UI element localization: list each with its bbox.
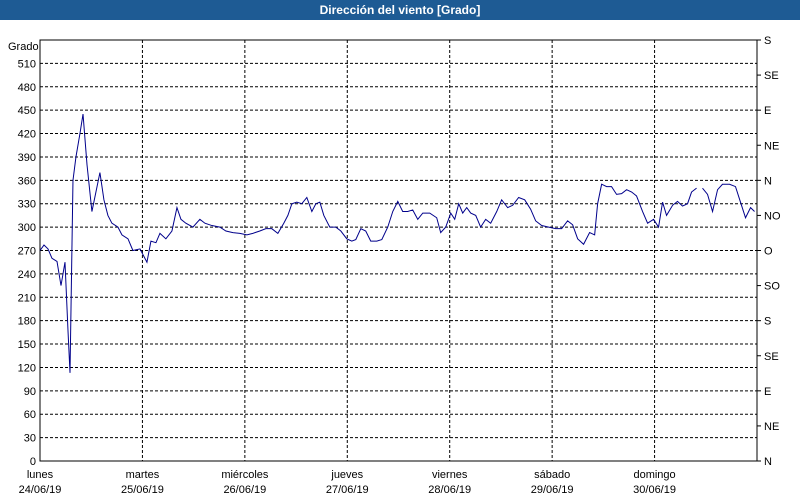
x-tick-date: 25/06/19 <box>121 484 164 496</box>
y2-tick-label: E <box>764 386 771 398</box>
y2-tick-label: S <box>764 35 771 47</box>
x-tick-label: lunes <box>27 469 54 481</box>
y-tick-label: 30 <box>24 433 36 445</box>
y2-tick-label: NO <box>764 210 781 222</box>
chart-title: Dirección del viento [Grado] <box>320 3 481 17</box>
x-tick-label: domingo <box>633 469 675 481</box>
y-tick-label: 360 <box>18 175 36 187</box>
y2-tick-label: SE <box>764 351 779 363</box>
x-tick-date: 29/06/19 <box>531 484 574 496</box>
y-axis-label: Grado <box>8 41 39 53</box>
y2-tick-label: NE <box>764 421 779 433</box>
y-tick-label: 120 <box>18 362 36 374</box>
y-tick-label: 450 <box>18 105 36 117</box>
x-tick-date: 27/06/19 <box>326 484 369 496</box>
x-tick-date: 26/06/19 <box>223 484 266 496</box>
x-tick-label: martes <box>126 469 160 481</box>
y-tick-label: 300 <box>18 222 36 234</box>
y-tick-label: 0 <box>30 456 36 468</box>
x-tick-label: miércoles <box>221 469 269 481</box>
y-tick-label: 420 <box>18 129 36 141</box>
y-tick-label: 210 <box>18 292 36 304</box>
y-tick-label: 90 <box>24 386 36 398</box>
x-tick-label: sábado <box>534 469 570 481</box>
x-tick-date: 28/06/19 <box>428 484 471 496</box>
x-tick-label: viernes <box>432 469 468 481</box>
y2-tick-label: E <box>764 105 771 117</box>
y2-tick-label: SO <box>764 281 780 293</box>
y2-tick-label: N <box>764 456 772 468</box>
y-tick-label: 240 <box>18 269 36 281</box>
x-tick-date: 24/06/19 <box>19 484 62 496</box>
title-bar <box>0 0 800 20</box>
y-tick-label: 480 <box>18 82 36 94</box>
y-tick-label: 180 <box>18 316 36 328</box>
x-tick-date: 30/06/19 <box>633 484 676 496</box>
y-tick-label: 330 <box>18 199 36 211</box>
y2-tick-label: SE <box>764 70 779 82</box>
y2-tick-label: S <box>764 316 771 328</box>
y-tick-label: 510 <box>18 58 36 70</box>
y2-tick-label: O <box>764 246 773 258</box>
y-tick-label: 60 <box>24 409 36 421</box>
y-tick-label: 270 <box>18 246 36 258</box>
y-tick-label: 390 <box>18 152 36 164</box>
y-tick-label: 150 <box>18 339 36 351</box>
x-tick-label: jueves <box>330 469 363 481</box>
y2-tick-label: N <box>764 175 772 187</box>
y2-tick-label: NE <box>764 140 779 152</box>
data-line <box>39 113 755 373</box>
